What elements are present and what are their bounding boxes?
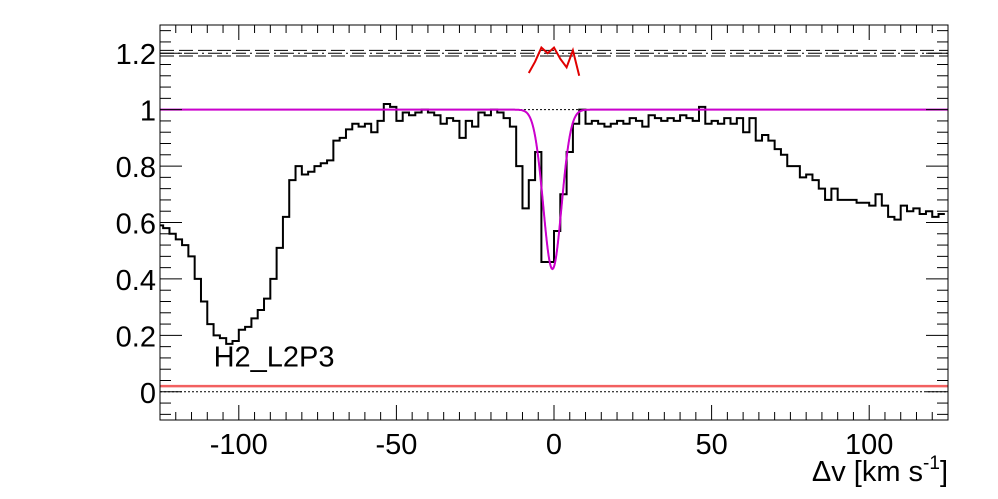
- y-tick-label: 0.4: [116, 265, 156, 297]
- x-tick-label: 100: [845, 429, 893, 461]
- x-axis-title: Δv [km s-1]: [812, 453, 948, 488]
- tick-labels: -100 -50 0 50 100 0 0.2 0.4 0.6 0.8 1 1.2: [116, 39, 894, 461]
- x-tick-label: -50: [375, 429, 417, 461]
- y-tick-label: 1.2: [116, 39, 156, 71]
- y-tick-label: 0.8: [116, 152, 156, 184]
- x-tick-label: 50: [695, 429, 727, 461]
- transition-label: H2_L2P3: [214, 341, 335, 373]
- y-tick-label: 1: [140, 96, 156, 128]
- observed-spectrum: [160, 103, 945, 345]
- residual-line: [527, 45, 581, 77]
- y-tick-label: 0: [140, 378, 156, 410]
- axes: [159, 24, 949, 421]
- x-axis-title-main: Δv [km s: [812, 456, 923, 488]
- x-axis-title-close: ]: [940, 456, 948, 488]
- x-tick-label: -100: [210, 429, 268, 461]
- x-axis-title-superscript: -1: [923, 453, 940, 474]
- model-profile: [160, 108, 948, 271]
- y-tick-label: 0.6: [116, 209, 156, 241]
- plot-area: [160, 45, 948, 393]
- y-tick-label: 0.2: [116, 321, 156, 353]
- x-tick-label: 0: [546, 429, 562, 461]
